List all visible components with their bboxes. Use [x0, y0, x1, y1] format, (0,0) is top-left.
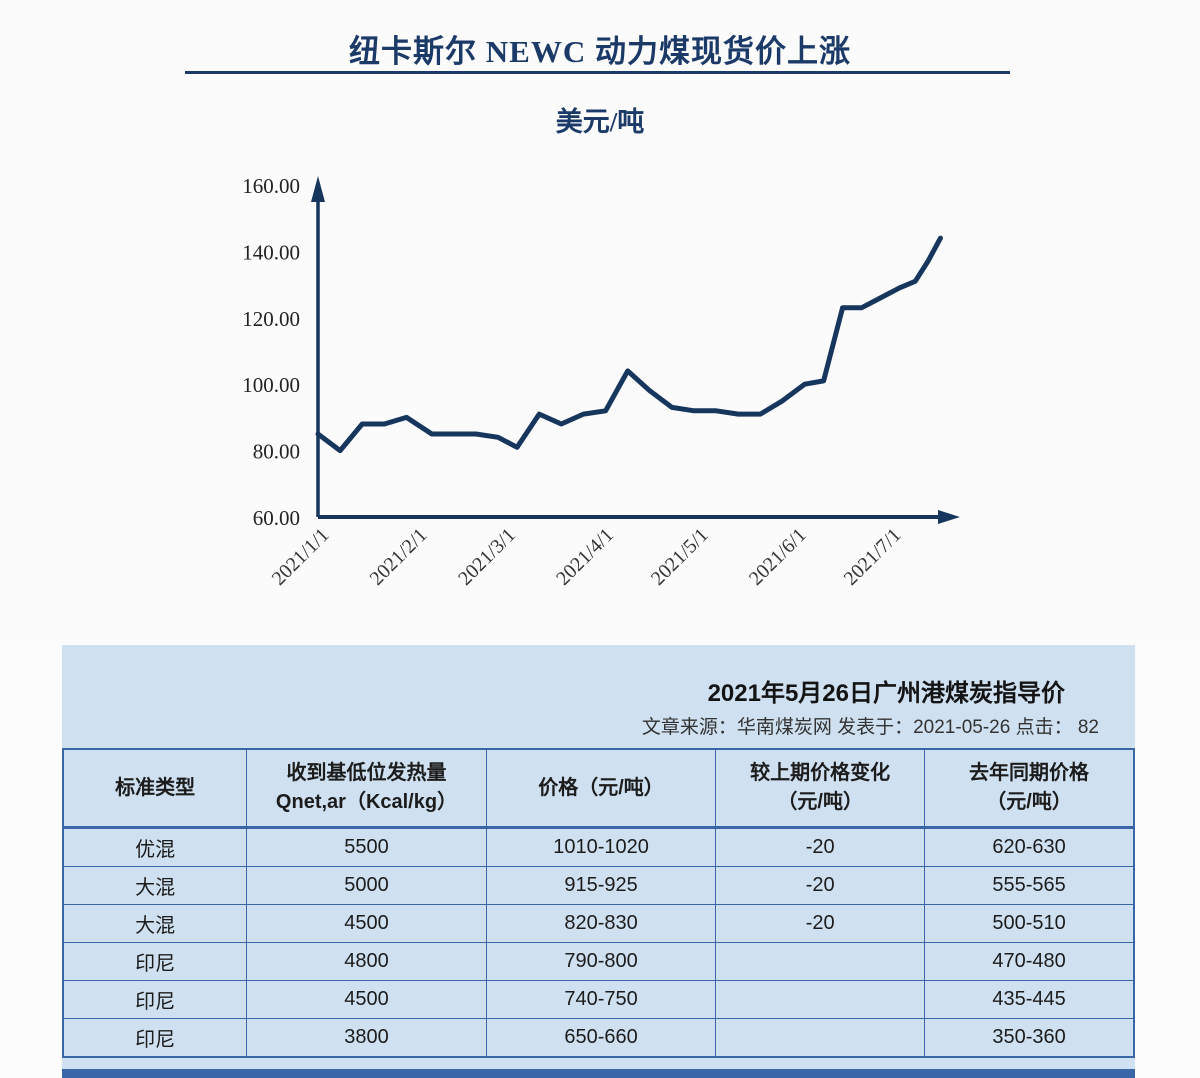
header-cell: 标准类型 [62, 748, 248, 829]
y-tick-label: 100.00 [242, 373, 300, 397]
header-line: Qnet,ar（Kcal/kg） [275, 791, 458, 813]
table-cell: -20 [715, 866, 926, 905]
y-tick-label: 120.00 [242, 307, 300, 331]
x-tick-label: 2021/5/1 [647, 524, 713, 590]
table-cell: 大混 [62, 904, 248, 943]
x-tick-label: 2021/1/1 [268, 524, 334, 590]
table-cell [715, 1018, 926, 1058]
x-tick-label: 2021/7/1 [840, 524, 906, 590]
table-row: 大混 4500 820-830 -20 500-510 [62, 904, 1135, 943]
table-cell: 印尼 [62, 942, 248, 981]
table-cell: 4500 [246, 980, 487, 1019]
header-line: （元/吨） [986, 791, 1072, 813]
table-cell: 790-800 [485, 942, 717, 981]
x-tick-label: 2021/3/1 [454, 524, 520, 590]
y-tick-label: 140.00 [242, 240, 300, 264]
table-cell: -20 [715, 827, 926, 867]
title-underline [185, 71, 1010, 74]
table-cell [715, 942, 926, 981]
table-cell: 620-630 [924, 827, 1135, 867]
table-cell: 印尼 [62, 980, 248, 1019]
x-tick-label: 2021/6/1 [745, 524, 811, 590]
header-cell: 价格（元/吨） [485, 748, 717, 829]
table-row: 大混 5000 915-925 -20 555-565 [62, 866, 1135, 905]
table-cell: 3800 [246, 1018, 487, 1058]
table-title: 2021年5月26日广州港煤炭指导价 [707, 680, 1065, 707]
table-row: 印尼 3800 650-660 350-360 [62, 1018, 1135, 1058]
table-cell: 1010-1020 [485, 827, 717, 867]
x-axis-arrow [938, 510, 960, 524]
table-cell: 5000 [246, 866, 487, 905]
newc-chart-section: 纽卡斯尔 NEWC 动力煤现货价上涨 美元/吨 60.00 80.00 100.00… [185, 34, 1010, 590]
header-line: 去年同期价格 [969, 762, 1090, 784]
newc-price-line-chart: 60.00 80.00 100.00 120.00 140.00 160.00 2021/1… [242, 174, 960, 590]
price-line [315, 235, 943, 454]
price-table-body: 优混 5500 1010-1020 -20 620-630 大混 5000 915-925 -2… [62, 827, 1135, 1058]
table-cell: 820-830 [485, 904, 717, 943]
table-cell: 4800 [246, 942, 487, 981]
table-cell: 大混 [62, 866, 248, 905]
table-cell: 4500 [246, 904, 487, 943]
y-tick-label: 80.00 [253, 440, 300, 464]
y-tick-label: 60.00 [253, 506, 300, 530]
header-cell: 较上期价格变化 （元/吨） [715, 748, 926, 829]
table-cell: 5500 [246, 827, 487, 867]
header-cell: 收到基低位发热量 Qnet,ar（Kcal/kg） [246, 748, 487, 829]
table-cell: 优混 [62, 827, 248, 867]
header-line: 收到基低位发热量 [286, 762, 447, 784]
table-cell: 435-445 [924, 980, 1135, 1019]
header-line: （元/吨） [777, 791, 863, 813]
table-source-line: 文章来源：华南煤炭网 发表于：2021-05-26 点击： 82 [641, 717, 1099, 738]
bottom-accent-bar [62, 1069, 1135, 1078]
guidance-price-panel: 2021年5月26日广州港煤炭指导价 文章来源：华南煤炭网 发表于：2021-0… [62, 645, 1135, 1078]
header-row: 标准类型 收到基低位发热量 Qnet,ar（Kcal/kg） 价格（元/吨） 较上期价格… [62, 748, 1135, 829]
table-row: 印尼 4500 740-750 435-445 [62, 980, 1135, 1019]
table-cell: 印尼 [62, 1018, 248, 1058]
table-cell [715, 980, 926, 1019]
header-line: 价格（元/吨） [538, 776, 664, 799]
table-cell: 915-925 [485, 866, 717, 905]
table-cell: 650-660 [485, 1018, 717, 1058]
table-cell: 500-510 [924, 904, 1135, 943]
chart-unit-label: 美元/吨 [555, 107, 645, 137]
price-table-head: 标准类型 收到基低位发热量 Qnet,ar（Kcal/kg） 价格（元/吨） 较上期价格… [62, 748, 1135, 829]
table-cell: 740-750 [485, 980, 717, 1019]
chart-title: 纽卡斯尔 NEWC 动力煤现货价上涨 [349, 34, 851, 69]
table-cell: -20 [715, 904, 926, 943]
table-row: 印尼 4800 790-800 470-480 [62, 942, 1135, 981]
header-cell: 去年同期价格 （元/吨） [924, 748, 1135, 829]
y-tick-label: 160.00 [242, 174, 300, 198]
x-tick-label: 2021/4/1 [552, 524, 618, 590]
y-axis-arrow [311, 176, 325, 202]
price-table: 标准类型 收到基低位发热量 Qnet,ar（Kcal/kg） 价格（元/吨） 较上期价格… [62, 748, 1135, 1058]
header-line: 较上期价格变化 [750, 762, 891, 784]
table-cell: 350-360 [924, 1018, 1135, 1058]
table-row: 优混 5500 1010-1020 -20 620-630 [62, 827, 1135, 867]
header-line: 标准类型 [115, 776, 196, 799]
table-cell: 470-480 [924, 942, 1135, 981]
table-cell: 555-565 [924, 866, 1135, 905]
x-tick-label: 2021/2/1 [366, 524, 432, 590]
